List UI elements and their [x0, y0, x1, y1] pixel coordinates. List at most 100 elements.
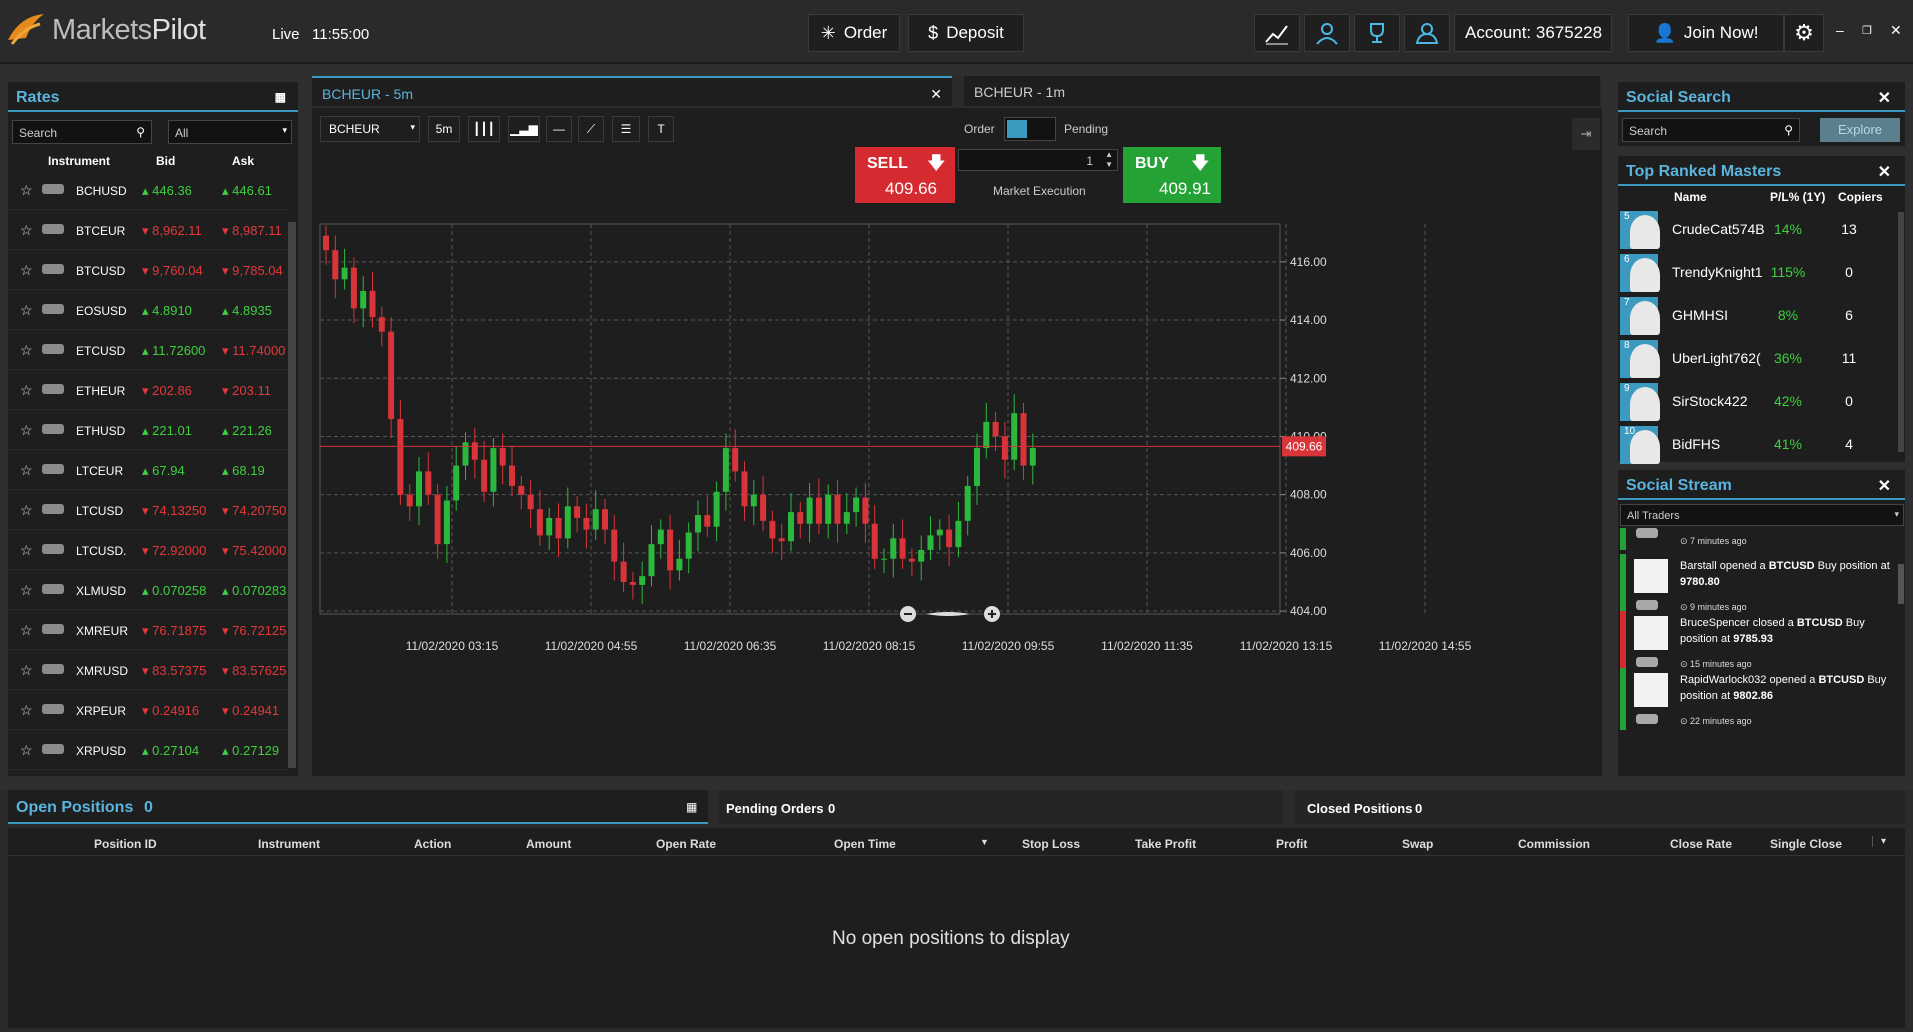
- favorite-star-icon[interactable]: ☆: [20, 462, 33, 478]
- rate-row-xrpeur[interactable]: ☆ XRPEUR ▾ 0.24916 ▾ 0.24941: [8, 690, 288, 730]
- stream-item[interactable]: Barstall opened a BTCUSD Buy position at…: [1618, 554, 1898, 620]
- ask-price[interactable]: ▴ 446.61: [222, 183, 272, 198]
- master-name[interactable]: SirStock422: [1672, 393, 1748, 409]
- tab-closed-positions[interactable]: Closed Positions 0: [1295, 790, 1905, 824]
- master-row[interactable]: 10 BidFHS 41% 4: [1618, 423, 1904, 466]
- stream-item[interactable]: RapidWarlock032 opened a BTCUSD Buy posi…: [1618, 668, 1898, 734]
- ask-price[interactable]: ▴ 0.27129: [222, 743, 280, 758]
- leaderboard-button[interactable]: [1354, 14, 1400, 52]
- zoom-slider[interactable]: [926, 612, 970, 616]
- bid-price[interactable]: ▴ 221.01: [142, 423, 192, 438]
- sort-desc-icon[interactable]: ▼: [980, 837, 989, 847]
- join-now-button[interactable]: 👤 Join Now!: [1628, 14, 1784, 52]
- settings-button[interactable]: ⚙: [1784, 14, 1824, 52]
- rate-row-ltcusd[interactable]: ☆ LTCUSD. ▾ 72.92000 ▾ 75.42000: [8, 530, 288, 570]
- bid-price[interactable]: ▾ 202.86: [142, 383, 192, 398]
- bid-price[interactable]: ▾ 83.57375: [142, 663, 207, 678]
- order-button[interactable]: ✳ Order: [808, 14, 900, 52]
- master-row[interactable]: 7 GHMHSI 8% 6: [1618, 294, 1904, 337]
- rate-row-xlmusd[interactable]: ☆ XLMUSD ▴ 0.070258 ▴ 0.070283: [8, 570, 288, 610]
- rate-row-ltcusd[interactable]: ☆ LTCUSD ▾ 74.13250 ▾ 74.20750: [8, 490, 288, 530]
- favorite-star-icon[interactable]: ☆: [20, 582, 33, 598]
- ask-price[interactable]: ▾ 203.11: [222, 383, 271, 398]
- logo[interactable]: MarketsPilot: [6, 10, 206, 50]
- fibonacci-tool-button[interactable]: ☰: [612, 116, 640, 142]
- bid-price[interactable]: ▾ 9,760.04: [142, 263, 203, 278]
- col-open-time[interactable]: Open Time: [834, 837, 896, 851]
- master-row[interactable]: 6 TrendyKnight1 115% 0: [1618, 251, 1904, 294]
- deposit-button[interactable]: $ Deposit: [908, 14, 1024, 52]
- favorite-star-icon[interactable]: ☆: [20, 742, 33, 758]
- master-name[interactable]: GHMHSI: [1672, 307, 1728, 323]
- social-search-input[interactable]: Search ⚲: [1622, 118, 1800, 142]
- bid-price[interactable]: ▾ 74.13250: [142, 503, 207, 518]
- rates-search-input[interactable]: Search ⚲: [12, 120, 152, 144]
- explore-button[interactable]: Explore: [1820, 118, 1900, 142]
- favorite-star-icon[interactable]: ☆: [20, 262, 33, 278]
- close-icon[interactable]: ✕: [1877, 478, 1891, 495]
- rate-row-xmreur[interactable]: ☆ XMREUR ▾ 76.71875 ▾ 76.72125: [8, 610, 288, 650]
- master-name[interactable]: CrudeCat574B: [1672, 221, 1764, 237]
- tab-open-positions[interactable]: Open Positions 0 ▦: [8, 790, 708, 824]
- rate-row-ltceur[interactable]: ☆ LTCEUR ▴ 67.94 ▴ 68.19: [8, 450, 288, 490]
- master-name[interactable]: UberLight762(: [1672, 350, 1761, 366]
- ask-price[interactable]: ▾ 83.57625: [222, 663, 287, 678]
- stepper-down-icon[interactable]: ▼: [1105, 160, 1113, 169]
- ask-price[interactable]: ▾ 0.24941: [222, 703, 280, 718]
- stream-user[interactable]: BruceSpencer: [1680, 617, 1750, 629]
- close-window-icon[interactable]: ✕: [1890, 22, 1902, 38]
- timeframe-button[interactable]: 5m: [428, 116, 460, 142]
- ask-price[interactable]: ▴ 4.8935: [222, 303, 272, 318]
- grid-menu-icon[interactable]: ▦: [686, 800, 698, 814]
- bid-price[interactable]: ▴ 0.070258: [142, 583, 207, 598]
- master-row[interactable]: 5 CrudeCat574B 14% 13: [1618, 208, 1904, 251]
- favorite-star-icon[interactable]: ☆: [20, 622, 33, 638]
- favorite-star-icon[interactable]: ☆: [20, 302, 33, 318]
- grid-menu-icon[interactable]: ▦: [274, 90, 286, 104]
- minimize-icon[interactable]: –: [1836, 22, 1844, 38]
- ask-price[interactable]: ▴ 221.26: [222, 423, 272, 438]
- stream-scrollbar[interactable]: [1898, 564, 1904, 604]
- stream-item[interactable]: BruceSpencer closed a BTCUSD Buy positio…: [1618, 611, 1898, 677]
- bid-price[interactable]: ▾ 0.24916: [142, 703, 200, 718]
- ask-price[interactable]: ▴ 68.19: [222, 463, 265, 478]
- rate-row-xmrusd[interactable]: ☆ XMRUSD ▾ 83.57375 ▾ 83.57625: [8, 650, 288, 690]
- favorite-star-icon[interactable]: ☆: [20, 182, 33, 198]
- ask-price[interactable]: ▾ 75.42000: [222, 543, 287, 558]
- candles-button[interactable]: ┃┃┃: [468, 116, 500, 142]
- close-icon[interactable]: ✕: [1877, 164, 1891, 181]
- bid-price[interactable]: ▴ 4.8910: [142, 303, 192, 318]
- bid-price[interactable]: ▾ 72.92000: [142, 543, 207, 558]
- favorite-star-icon[interactable]: ☆: [20, 342, 33, 358]
- stream-filter-select[interactable]: All Traders ▾: [1620, 504, 1904, 526]
- stream-user[interactable]: RapidWarlock032: [1680, 674, 1767, 686]
- bid-price[interactable]: ▾ 8,962.11: [142, 223, 202, 238]
- rate-row-etcusd[interactable]: ☆ ETCUSD ▴ 11.72600 ▾ 11.74000: [8, 330, 288, 370]
- text-tool-button[interactable]: T: [648, 116, 674, 142]
- chart-view-button[interactable]: [1254, 14, 1300, 52]
- favorite-star-icon[interactable]: ☆: [20, 662, 33, 678]
- master-name[interactable]: TrendyKnight1: [1672, 264, 1763, 280]
- bid-price[interactable]: ▴ 67.94: [142, 463, 185, 478]
- profile-button[interactable]: [1404, 14, 1450, 52]
- rate-row-xrpusd[interactable]: ☆ XRPUSD ▴ 0.27104 ▴ 0.27129: [8, 730, 288, 770]
- bid-price[interactable]: ▴ 11.72600: [142, 343, 206, 358]
- tab-bcheur-5m[interactable]: BCHEUR - 5m ✕: [312, 76, 952, 106]
- stepper-up-icon[interactable]: ▲: [1105, 150, 1113, 159]
- symbol-select[interactable]: BCHEUR ▾: [320, 116, 420, 142]
- rate-row-etheur[interactable]: ☆ ETHEUR ▾ 202.86 ▾ 203.11: [8, 370, 288, 410]
- favorite-star-icon[interactable]: ☆: [20, 422, 33, 438]
- favorite-star-icon[interactable]: ☆: [20, 542, 33, 558]
- restore-icon[interactable]: ❐: [1862, 25, 1872, 37]
- favorite-star-icon[interactable]: ☆: [20, 702, 33, 718]
- sell-button[interactable]: SELL 🡇 409.66: [855, 147, 955, 203]
- bid-price[interactable]: ▾ 76.71875: [142, 623, 207, 638]
- rate-row-btcusd[interactable]: ☆ BTCUSD ▾ 9,760.04 ▾ 9,785.04: [8, 250, 288, 290]
- close-tab-icon[interactable]: ✕: [930, 86, 942, 102]
- tab-bcheur-1m[interactable]: BCHEUR - 1m: [964, 76, 1600, 106]
- indicators-button[interactable]: ▁▃▆: [508, 116, 540, 142]
- close-icon[interactable]: ✕: [1877, 90, 1891, 107]
- ask-price[interactable]: ▾ 8,987.11: [222, 223, 282, 238]
- collapse-panel-button[interactable]: ⇥: [1572, 118, 1600, 150]
- tab-pending-orders[interactable]: Pending Orders 0: [718, 790, 1283, 824]
